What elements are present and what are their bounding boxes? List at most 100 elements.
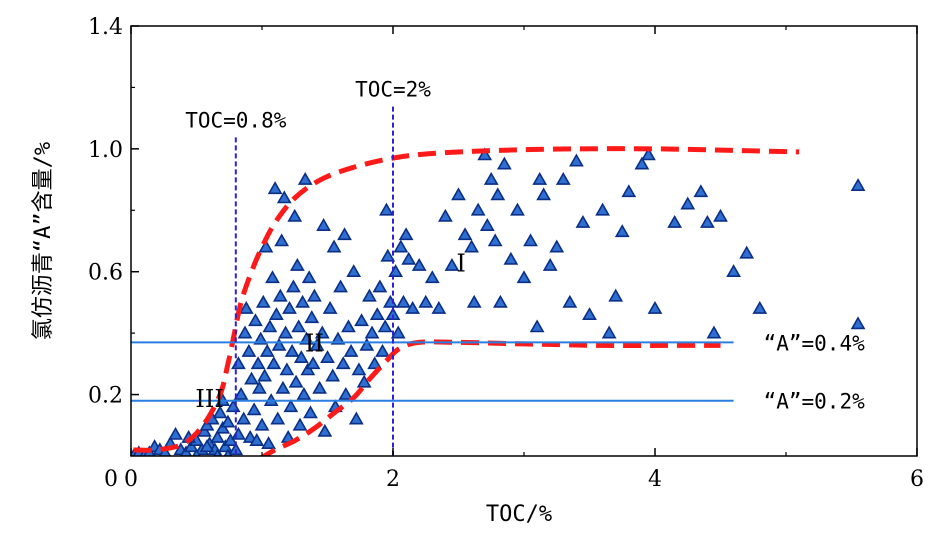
data-point	[372, 279, 388, 293]
data-point	[225, 399, 241, 413]
data-point	[210, 429, 225, 443]
data-point	[276, 190, 292, 204]
data-point	[608, 288, 624, 302]
data-point	[330, 331, 346, 345]
data-point	[380, 248, 396, 262]
data-point	[575, 214, 591, 228]
data-point	[542, 257, 558, 271]
data-point	[255, 294, 271, 308]
data-point	[369, 307, 385, 321]
data-point	[341, 319, 356, 333]
data-point	[601, 325, 617, 339]
data-point	[405, 300, 421, 314]
data-point	[241, 343, 257, 357]
data-point	[383, 294, 398, 308]
data-point	[483, 171, 499, 185]
data-point	[270, 411, 286, 425]
data-point	[295, 294, 310, 308]
data-point	[258, 239, 274, 253]
data-point	[396, 294, 411, 308]
data-point	[317, 423, 333, 437]
data-point	[275, 380, 291, 394]
data-point	[223, 433, 238, 446]
data-point	[388, 264, 403, 278]
data-point	[438, 208, 453, 222]
data-point	[706, 325, 722, 339]
data-point	[700, 214, 715, 228]
data-point	[248, 313, 263, 327]
data-point	[503, 251, 519, 265]
data-point	[262, 319, 278, 333]
data-point	[549, 239, 565, 253]
data-point	[555, 171, 571, 185]
data-point	[496, 156, 512, 170]
data-point	[265, 270, 280, 284]
y-axis-title: 氯仿沥青“A”含量/%	[31, 142, 56, 340]
data-point	[362, 288, 377, 302]
data-point	[487, 233, 503, 247]
data-point	[288, 374, 304, 388]
data-point	[271, 337, 287, 351]
a-threshold-label: “A”=0.2%	[764, 390, 866, 414]
data-point	[325, 368, 341, 382]
data-point	[326, 239, 342, 253]
data-point	[307, 288, 322, 302]
data-point	[284, 343, 300, 357]
data-point	[680, 196, 696, 210]
data-point	[266, 356, 282, 370]
data-point	[466, 294, 482, 308]
data-point	[249, 433, 265, 446]
upper-boundary-curve	[133, 146, 800, 453]
data-point	[257, 368, 272, 382]
data-point	[333, 279, 348, 293]
data-point	[431, 300, 447, 314]
data-point	[356, 374, 372, 388]
data-point	[289, 257, 305, 271]
data-point	[253, 331, 269, 345]
region-label: II	[305, 330, 324, 358]
x-tick-label: 4	[648, 467, 662, 492]
data-point	[236, 411, 252, 425]
data-point	[354, 313, 369, 327]
data-point	[217, 439, 233, 453]
data-point	[316, 218, 331, 231]
data-point	[444, 257, 460, 271]
data-point	[713, 208, 728, 222]
data-point	[322, 300, 338, 314]
data-point	[300, 362, 316, 376]
data-point	[529, 319, 545, 333]
data-point	[199, 439, 215, 453]
y-tick-label: 0.2	[88, 384, 123, 409]
data-point	[647, 300, 663, 314]
region-label: III	[195, 385, 223, 413]
data-point	[377, 319, 393, 333]
data-point	[343, 343, 359, 357]
data-point	[338, 386, 354, 400]
data-point	[296, 386, 312, 400]
data-point	[199, 417, 215, 431]
boundary-layer	[133, 146, 800, 456]
data-point	[168, 426, 183, 440]
data-point	[667, 214, 683, 228]
data-point	[490, 187, 506, 201]
data-point	[351, 362, 367, 376]
x-tick-label: 0	[124, 467, 138, 492]
data-point	[477, 147, 493, 161]
data-point	[252, 380, 267, 394]
data-point	[367, 356, 383, 370]
data-point	[215, 420, 231, 434]
data-point	[231, 356, 246, 370]
data-point	[158, 445, 172, 456]
x-tick-label: 6	[910, 467, 924, 492]
points-layer	[131, 147, 866, 456]
y-tick-label: 1.0	[88, 138, 123, 163]
data-point	[641, 147, 656, 161]
data-point	[303, 405, 318, 419]
data-point	[237, 325, 253, 339]
data-point	[595, 202, 610, 216]
data-point	[278, 325, 293, 339]
data-point	[261, 436, 276, 450]
data-point	[269, 307, 284, 321]
